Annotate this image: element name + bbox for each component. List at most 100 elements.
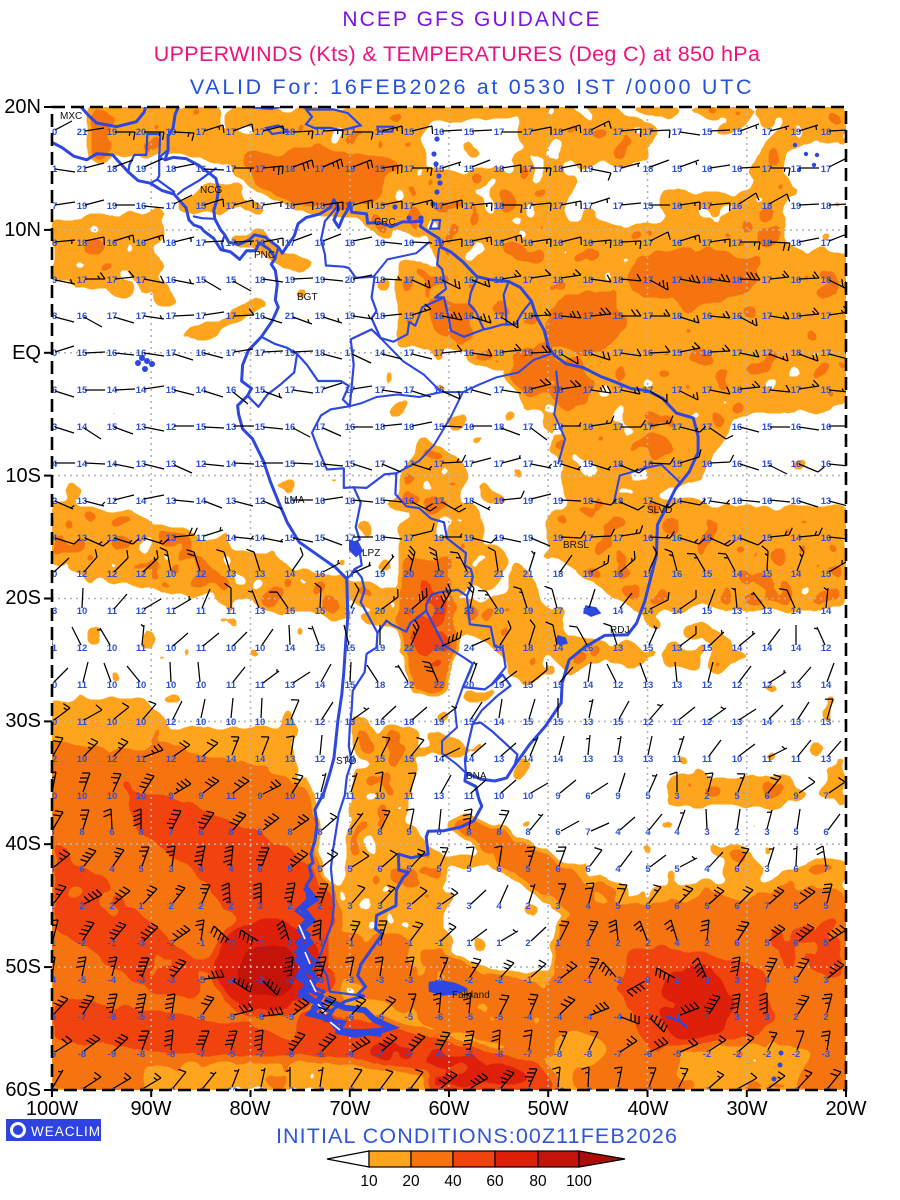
- svg-text:17: 17: [583, 201, 594, 212]
- svg-text:12: 12: [107, 754, 118, 765]
- svg-text:11: 11: [196, 643, 207, 654]
- svg-text:-6: -6: [316, 1049, 324, 1060]
- svg-text:16: 16: [226, 385, 237, 396]
- svg-text:15: 15: [613, 311, 624, 322]
- svg-text:18: 18: [791, 238, 802, 249]
- svg-text:14: 14: [434, 754, 445, 765]
- svg-text:11: 11: [226, 606, 237, 617]
- svg-text:15: 15: [196, 201, 207, 212]
- svg-text:-7: -7: [78, 1012, 86, 1023]
- svg-text:14: 14: [136, 385, 147, 396]
- svg-text:3: 3: [168, 864, 173, 875]
- svg-text:18: 18: [643, 164, 654, 175]
- svg-text:16: 16: [434, 385, 445, 396]
- svg-text:6: 6: [377, 864, 382, 875]
- svg-text:22: 22: [434, 569, 445, 580]
- svg-text:17: 17: [315, 127, 326, 138]
- svg-text:19: 19: [583, 459, 594, 470]
- svg-text:16: 16: [672, 533, 683, 544]
- svg-text:16: 16: [672, 238, 683, 249]
- svg-text:13: 13: [613, 754, 624, 765]
- svg-text:18: 18: [494, 643, 505, 654]
- svg-text:14: 14: [672, 606, 683, 617]
- svg-text:11: 11: [791, 754, 802, 765]
- svg-text:20: 20: [404, 569, 415, 580]
- svg-text:5: 5: [287, 864, 293, 875]
- svg-text:12: 12: [315, 754, 326, 765]
- svg-text:13: 13: [672, 643, 683, 654]
- svg-text:17: 17: [464, 385, 475, 396]
- svg-text:5: 5: [436, 864, 442, 875]
- svg-text:15: 15: [702, 643, 713, 654]
- svg-text:16: 16: [702, 311, 713, 322]
- svg-text:10: 10: [255, 717, 266, 728]
- svg-text:16: 16: [345, 496, 356, 507]
- svg-text:-5: -5: [227, 1049, 236, 1060]
- svg-text:13: 13: [255, 606, 266, 617]
- svg-text:15: 15: [553, 717, 564, 728]
- svg-text:3: 3: [764, 827, 769, 838]
- svg-text:23: 23: [464, 606, 475, 617]
- svg-text:17: 17: [196, 127, 207, 138]
- svg-text:2: 2: [228, 901, 233, 912]
- svg-text:-7: -7: [405, 1086, 413, 1097]
- svg-text:-8: -8: [167, 1049, 175, 1060]
- svg-text:2: 2: [287, 938, 292, 949]
- svg-text:17: 17: [226, 348, 237, 359]
- svg-text:19: 19: [434, 533, 445, 544]
- svg-text:17: 17: [762, 311, 773, 322]
- svg-text:BGT: BGT: [297, 292, 318, 303]
- svg-text:18: 18: [375, 275, 386, 286]
- svg-text:13: 13: [672, 680, 683, 691]
- svg-text:-5: -5: [495, 1012, 504, 1023]
- svg-text:17: 17: [404, 385, 415, 396]
- svg-text:10: 10: [375, 791, 386, 802]
- svg-text:-2: -2: [763, 1049, 771, 1060]
- svg-text:9: 9: [615, 791, 620, 802]
- svg-text:17: 17: [672, 385, 683, 396]
- svg-text:2: 2: [436, 901, 441, 912]
- svg-text:16: 16: [732, 422, 743, 433]
- svg-text:-5: -5: [48, 1012, 57, 1023]
- svg-text:13: 13: [791, 717, 802, 728]
- svg-text:-2: -2: [227, 975, 235, 986]
- svg-text:-4: -4: [435, 975, 444, 986]
- svg-text:15: 15: [464, 164, 475, 175]
- svg-text:14: 14: [791, 569, 802, 580]
- svg-text:19: 19: [494, 680, 505, 691]
- svg-text:10: 10: [360, 1173, 378, 1190]
- svg-text:18: 18: [791, 348, 802, 359]
- svg-text:18: 18: [375, 311, 386, 322]
- svg-text:16: 16: [821, 533, 832, 544]
- svg-text:17: 17: [404, 533, 415, 544]
- svg-text:19: 19: [553, 348, 564, 359]
- svg-text:-8: -8: [554, 1049, 562, 1060]
- svg-text:13: 13: [255, 459, 266, 470]
- svg-text:18: 18: [762, 201, 773, 212]
- svg-text:13: 13: [166, 496, 177, 507]
- svg-text:-8: -8: [108, 1086, 116, 1097]
- svg-text:-8: -8: [137, 1086, 145, 1097]
- svg-text:21: 21: [285, 311, 296, 322]
- svg-text:-3: -3: [822, 1049, 830, 1060]
- svg-text:4: 4: [615, 827, 621, 838]
- svg-text:17: 17: [285, 385, 296, 396]
- svg-text:15: 15: [762, 569, 773, 580]
- svg-text:18: 18: [107, 164, 118, 175]
- svg-text:17: 17: [583, 533, 594, 544]
- svg-text:5: 5: [49, 864, 55, 875]
- svg-text:13: 13: [285, 754, 296, 765]
- svg-text:-1: -1: [644, 1012, 653, 1023]
- svg-text:17: 17: [226, 164, 237, 175]
- svg-text:-5: -5: [78, 975, 87, 986]
- svg-text:12: 12: [136, 569, 147, 580]
- svg-text:17: 17: [77, 275, 88, 286]
- svg-text:15: 15: [613, 717, 624, 728]
- svg-text:40S: 40S: [5, 833, 41, 855]
- svg-text:13: 13: [821, 496, 832, 507]
- svg-text:13: 13: [821, 717, 832, 728]
- svg-text:16: 16: [315, 569, 326, 580]
- svg-text:1: 1: [496, 938, 502, 949]
- svg-text:14: 14: [762, 717, 773, 728]
- svg-text:6: 6: [198, 827, 203, 838]
